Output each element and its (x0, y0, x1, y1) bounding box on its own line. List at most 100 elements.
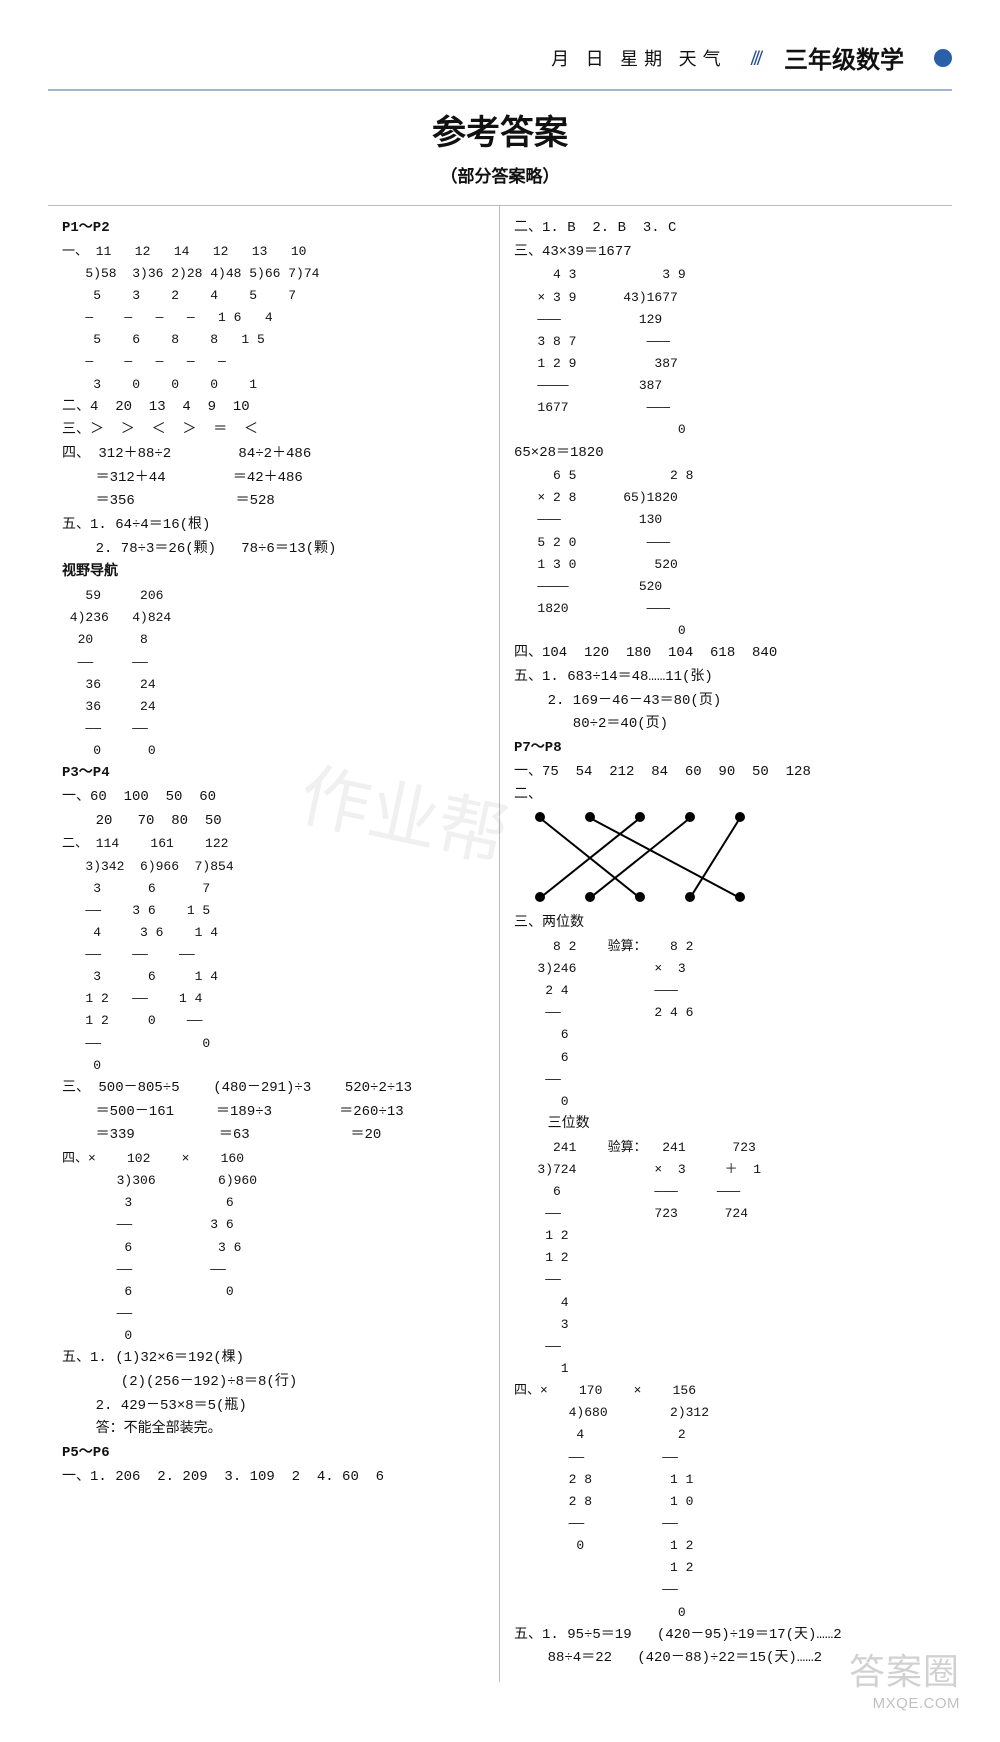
line: —— (514, 1070, 942, 1090)
line: 1 3 0 520 (514, 555, 942, 575)
line: 6 3 6 (62, 1238, 489, 1258)
line: 三、43×39＝1677 (514, 242, 942, 264)
line: (2)(256－192)÷8＝8(行) (62, 1372, 489, 1394)
grade-label: 三年级数学 (784, 40, 904, 75)
top-bar: 月 日 星期 天气 /// 三年级数学 (48, 40, 952, 75)
line: 0 1 2 (514, 1536, 942, 1556)
line: 一、1. 206 2. 209 3. 109 2 4. 60 6 (62, 1467, 489, 1489)
line: —— (62, 1304, 489, 1324)
line: 三、＞ ＞ ＜ ＞ ＝ ＜ (62, 420, 489, 442)
line: 4)680 2)312 (514, 1403, 942, 1423)
line: —— —— (62, 1260, 489, 1280)
line: 3)724 × 3 ＋ 1 (514, 1160, 942, 1180)
line: 1820 ——— (514, 599, 942, 619)
line: 65×28＝1820 (514, 443, 942, 465)
line: 3)342 6)966 7)854 (62, 857, 489, 877)
line: ＝312＋44 ＝42＋486 (62, 468, 489, 490)
line: 80÷2＝40(页) (514, 714, 942, 736)
line: 3 6 1 4 (62, 967, 489, 987)
line: 一、 11 12 14 12 13 10 (62, 242, 489, 262)
heading-p1p2: P1～P2 (62, 218, 489, 240)
line: 6 5 2 8 (514, 466, 942, 486)
line: 一、60 100 50 60 (62, 787, 489, 809)
line: 2. 429－53×8＝5(瓶) (62, 1396, 489, 1418)
line: ———— 387 (514, 376, 942, 396)
line: 1 (514, 1359, 942, 1379)
line: 2 8 1 1 (514, 1470, 942, 1490)
grade-dot (934, 49, 952, 67)
line: 2. 78÷3＝26(颗) 78÷6＝13(颗) (62, 539, 489, 561)
left-column: P1～P2 一、 11 12 14 12 13 10 5)58 3)36 2)2… (48, 206, 500, 1682)
line: 5)58 3)36 2)28 4)48 5)66 7)74 (62, 264, 489, 284)
line: 一、75 54 212 84 60 90 50 128 (514, 762, 942, 784)
line: 6 (514, 1025, 942, 1045)
line: 0 (514, 1092, 942, 1112)
line: 5 3 2 4 5 7 (62, 286, 489, 306)
line: —— —— (514, 1448, 942, 1468)
line: 0 (62, 1326, 489, 1346)
line: 四、× 102 × 160 (62, 1149, 489, 1169)
line: 3 (514, 1315, 942, 1335)
line: 20 70 80 50 (62, 811, 489, 833)
line: 1 2 —— 1 4 (62, 989, 489, 1009)
line: —— 2 4 6 (514, 1003, 942, 1023)
line: 1 2 9 387 (514, 354, 942, 374)
line: 6 (514, 1048, 942, 1068)
line: 1 2 (514, 1226, 942, 1246)
line: 3)246 × 3 (514, 959, 942, 979)
main-title: 参考答案 (48, 105, 952, 154)
line: 五、1. (1)32×6＝192(棵) (62, 1348, 489, 1370)
line: 四、× 170 × 156 (514, 1381, 942, 1401)
matching-diagram (520, 811, 780, 907)
heading-nav: 视野导航 (62, 562, 489, 584)
line: 五、1. 64÷4＝16(根) (62, 515, 489, 537)
line: 1677 ——— (514, 398, 942, 418)
line: —— 723 724 (514, 1204, 942, 1224)
line: 四、104 120 180 104 618 840 (514, 643, 942, 665)
line: —— 3 6 (62, 1215, 489, 1235)
line: 3 0 0 0 1 (62, 375, 489, 395)
line: 1 2 (514, 1248, 942, 1268)
line: 4 3 3 9 (514, 265, 942, 285)
page: 月 日 星期 天气 /// 三年级数学 参考答案 （部分答案略） P1～P2 一… (0, 0, 1000, 1742)
line: 3 6 7 (62, 879, 489, 899)
heading-p7p8: P7～P8 (514, 738, 942, 760)
line: 三、两位数 (514, 913, 942, 935)
line: 4 2 (514, 1425, 942, 1445)
line: ＝500－161 ＝189÷3 ＝260÷13 (62, 1102, 489, 1124)
line: ＝356 ＝528 (62, 491, 489, 513)
line: 二、 114 161 122 (62, 834, 489, 854)
line: 0 (62, 1056, 489, 1076)
line: 6 ——— ——— (514, 1182, 942, 1202)
watermark-site: MXQE.COM (849, 1695, 960, 1712)
line: —— —— (62, 653, 489, 673)
line: 241 验算： 241 723 (514, 1138, 942, 1158)
line: 36 24 (62, 675, 489, 695)
heading-p5p6: P5～P6 (62, 1443, 489, 1465)
line: 59 206 (62, 586, 489, 606)
line: 2 8 1 0 (514, 1492, 942, 1512)
line: 三、 500－805÷5 (480－291)÷3 520÷2÷13 (62, 1078, 489, 1100)
line: 5 6 8 8 1 5 (62, 330, 489, 350)
line: 四、 312＋88÷2 84÷2＋486 (62, 444, 489, 466)
line: 3)306 6)960 (62, 1171, 489, 1191)
line: 二、1. B 2. B 3. C (514, 218, 942, 240)
line: × 2 8 65)1820 (514, 488, 942, 508)
line: ＝339 ＝63 ＝20 (62, 1125, 489, 1147)
sub-title: （部分答案略） (48, 162, 952, 187)
line: —— 3 6 1 5 (62, 901, 489, 921)
columns: P1～P2 一、 11 12 14 12 13 10 5)58 3)36 2)2… (48, 205, 952, 1682)
line: 4 (514, 1293, 942, 1313)
line: —— —— —— (62, 945, 489, 965)
right-column: 二、1. B 2. B 3. C 三、43×39＝1677 4 3 3 9 × … (500, 206, 952, 1682)
line: 36 24 (62, 697, 489, 717)
line: 6 0 (62, 1282, 489, 1302)
line: 2 4 ——— (514, 981, 942, 1001)
line: 二、 (514, 785, 942, 807)
line: 4)236 4)824 (62, 608, 489, 628)
line: 1 2 0 —— (62, 1011, 489, 1031)
line: 0 (514, 1603, 942, 1623)
line: 答：不能全部装完。 (62, 1419, 489, 1441)
line: × 3 9 43)1677 (514, 288, 942, 308)
line: 0 (514, 621, 942, 641)
